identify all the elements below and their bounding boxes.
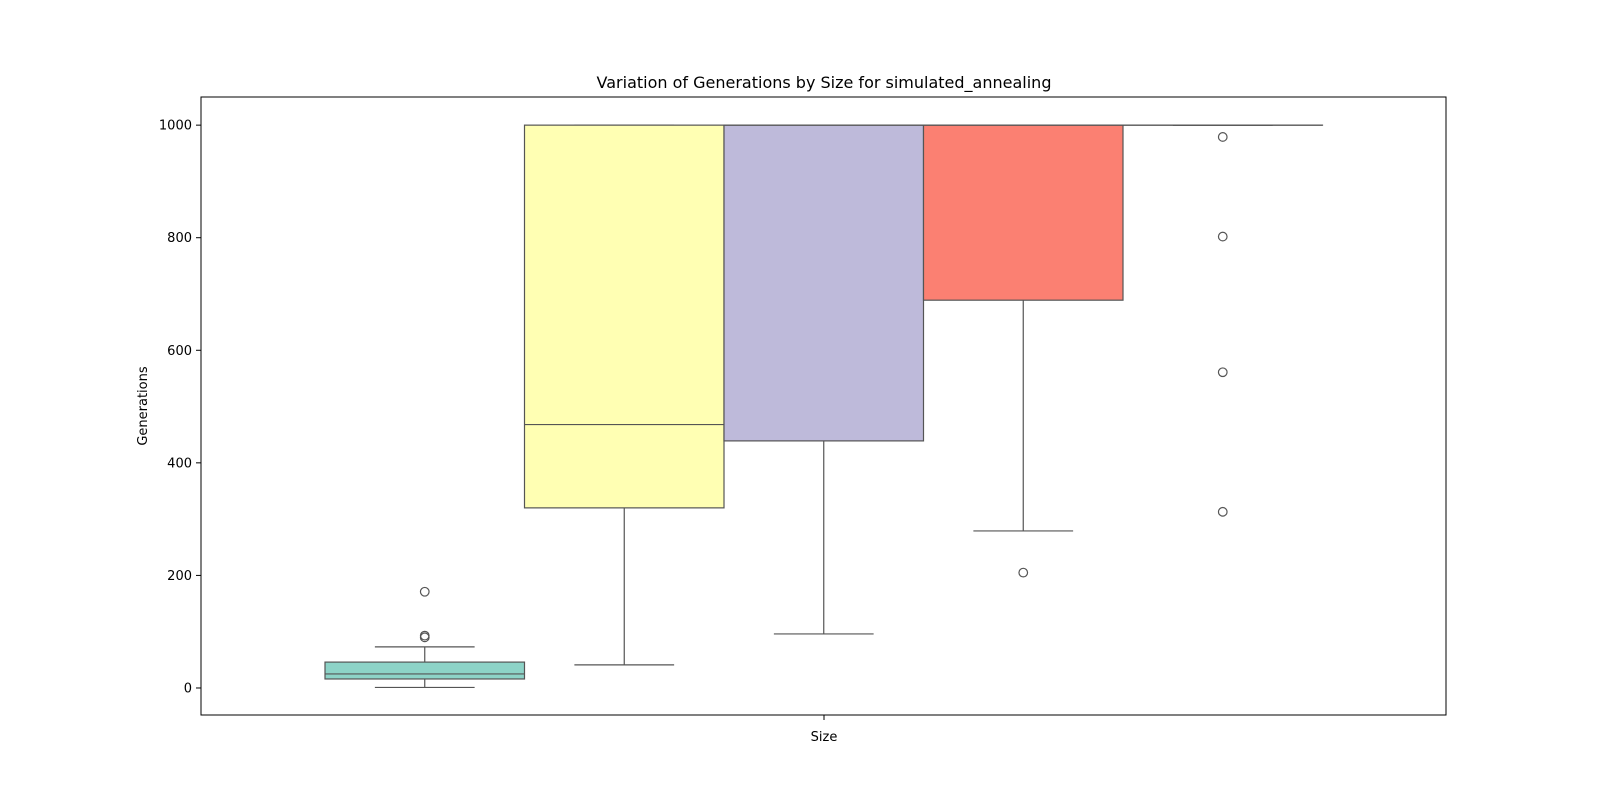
chart-title: Variation of Generations by Size for sim… [597,73,1052,93]
boxes-layer [324,124,1324,689]
y-tick-label: 800 [167,231,192,246]
outlier-point [419,586,430,597]
box-group-1 [324,586,526,689]
box-group-2 [523,124,725,666]
box-body [922,124,1124,301]
x-axis-label: Size [811,730,838,745]
y-tick-label: 1000 [159,119,192,134]
box-group-5 [1122,124,1324,517]
box-body [723,124,925,442]
box-body [523,124,725,509]
y-tick-label: 600 [167,344,192,359]
box-group-4 [922,124,1124,578]
y-tick-label: 400 [167,456,192,471]
outlier-point [1217,506,1228,517]
box-body [324,661,526,680]
y-tick-label: 0 [184,681,192,696]
outlier-point [1217,132,1228,142]
outlier-point [1018,567,1029,578]
box-group-3 [723,124,925,635]
y-tick-label: 200 [167,569,192,584]
y-axis-label: Generations [136,366,151,446]
outlier-point [1217,231,1228,242]
outlier-point [419,630,430,641]
outlier-point [1217,367,1228,378]
y-axis: 0 200 400 600 800 1000 [159,119,201,696]
